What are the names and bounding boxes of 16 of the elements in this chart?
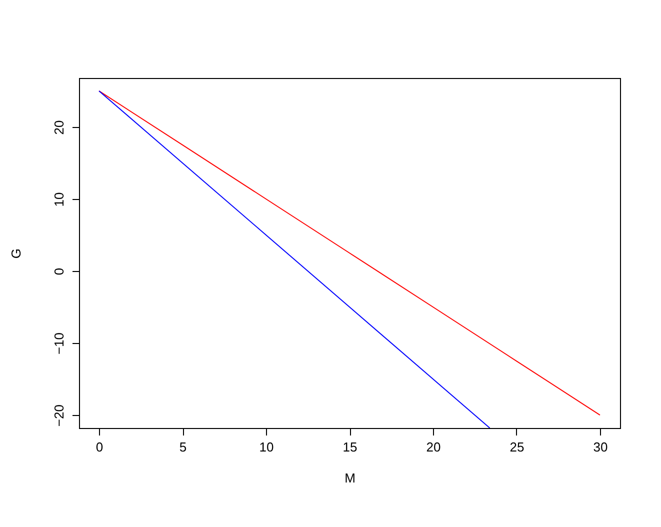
x-tick-label: 10 (259, 440, 274, 454)
line-series (98, 90, 600, 416)
line-series (98, 90, 490, 428)
x-axis-title: M (344, 470, 356, 486)
y-tick-label: 10 (52, 192, 66, 207)
x-tick-label: 30 (593, 440, 608, 454)
y-tick-label: 0 (52, 268, 66, 276)
x-tick-label: 25 (510, 440, 524, 454)
x-tick-label: 5 (179, 440, 187, 454)
x-tick-label: 20 (426, 440, 441, 454)
x-tick-label: 15 (342, 440, 358, 454)
y-tick-label: −20 (52, 404, 66, 427)
y-axis-title: G (8, 248, 24, 259)
x-tick-label: 0 (96, 440, 104, 454)
y-tick-label: 20 (52, 120, 66, 135)
y-tick-label: −10 (52, 332, 66, 355)
